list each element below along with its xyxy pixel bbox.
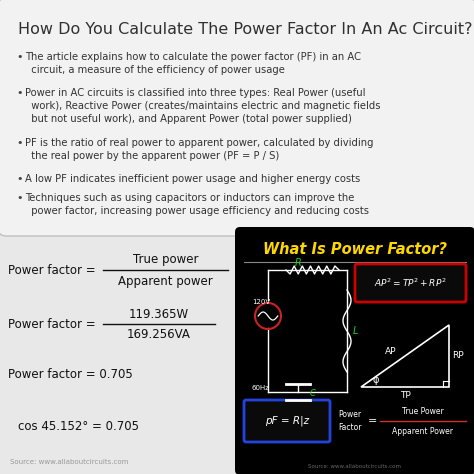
Text: cos 45.152° = 0.705: cos 45.152° = 0.705 [18,419,139,432]
Text: pF = R|z: pF = R|z [265,416,309,426]
FancyBboxPatch shape [355,264,466,302]
Text: φ: φ [373,375,379,385]
Text: L: L [353,326,358,336]
Text: Apparent power: Apparent power [118,274,213,288]
FancyBboxPatch shape [0,228,474,474]
Text: •: • [16,138,22,148]
Text: R: R [295,258,302,268]
Text: TP: TP [400,392,410,401]
Text: •: • [16,174,22,184]
Text: 60Hz: 60Hz [252,385,270,391]
FancyBboxPatch shape [0,0,474,236]
Text: How Do You Calculate The Power Factor In An Ac Circuit?: How Do You Calculate The Power Factor In… [18,22,473,37]
Text: True power: True power [133,254,198,266]
Text: Power factor = 0.705: Power factor = 0.705 [8,367,133,381]
Text: RP: RP [452,352,464,361]
Text: Power factor =: Power factor = [8,264,96,276]
Text: $AP^2 = TP^2 + RP^2$: $AP^2 = TP^2 + RP^2$ [374,277,447,289]
Text: PF is the ratio of real power to apparent power, calculated by dividing
  the re: PF is the ratio of real power to apparen… [25,138,374,161]
FancyBboxPatch shape [0,228,238,474]
Text: True Power: True Power [402,408,444,417]
Text: Power in AC circuits is classified into three types: Real Power (useful
  work),: Power in AC circuits is classified into … [25,88,381,124]
Text: =: = [368,416,377,426]
Text: AP: AP [385,347,397,356]
Text: What Is Power Factor?: What Is Power Factor? [263,241,447,256]
Text: •: • [16,193,22,203]
Text: 120V: 120V [252,299,270,305]
Text: Source: www.allaboutcircuits.com: Source: www.allaboutcircuits.com [309,465,401,470]
Text: The article explains how to calculate the power factor (PF) in an AC
  circuit, : The article explains how to calculate th… [25,52,361,75]
FancyBboxPatch shape [235,227,474,474]
FancyBboxPatch shape [244,400,330,442]
Text: Power factor =: Power factor = [8,318,96,330]
Text: Source: www.allaboutcircuits.com: Source: www.allaboutcircuits.com [10,459,128,465]
Text: 169.256VA: 169.256VA [127,328,191,341]
Text: •: • [16,52,22,62]
Text: C: C [310,389,315,398]
Text: Apparent Power: Apparent Power [392,427,454,436]
Text: Techniques such as using capacitors or inductors can improve the
  power factor,: Techniques such as using capacitors or i… [25,193,369,216]
Text: •: • [16,88,22,98]
Text: 119.365W: 119.365W [129,308,189,320]
Text: A low PF indicates inefficient power usage and higher energy costs: A low PF indicates inefficient power usa… [25,174,360,184]
Text: Power
Factor: Power Factor [338,410,362,432]
